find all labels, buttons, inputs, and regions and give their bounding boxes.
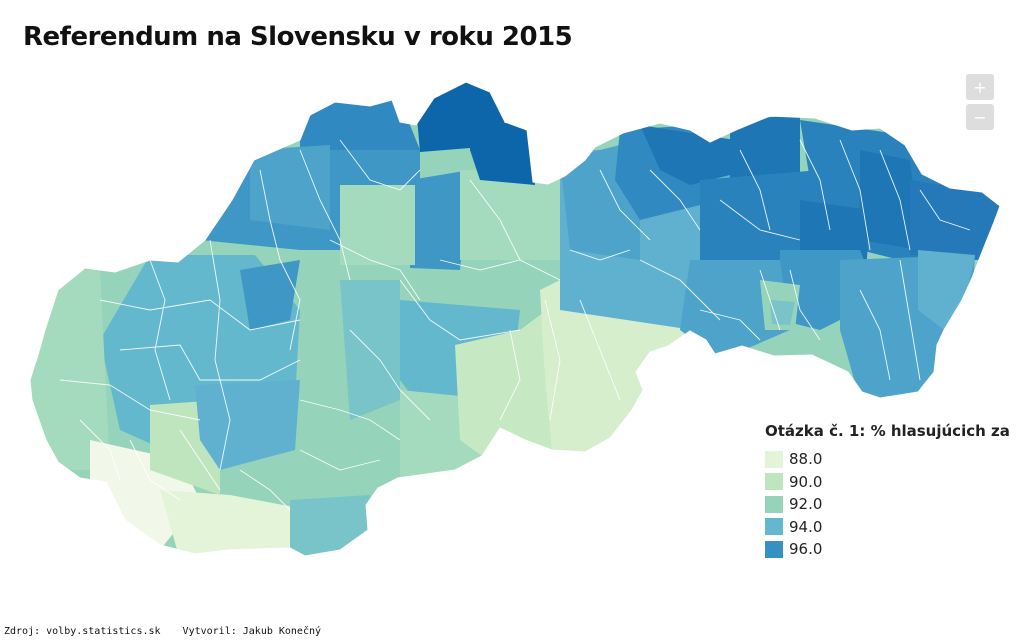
district-area[interactable] bbox=[410, 170, 470, 270]
legend-item: 88.0 bbox=[765, 448, 1010, 471]
legend-title: Otázka č. 1: % hlasujúcich za bbox=[765, 422, 1010, 440]
district-area[interactable] bbox=[250, 145, 330, 230]
legend-swatch bbox=[765, 473, 783, 491]
legend-item: 94.0 bbox=[765, 516, 1010, 539]
zoom-in-button[interactable]: + bbox=[966, 74, 994, 100]
map-legend: Otázka č. 1: % hlasujúcich za 88.0 90.0 … bbox=[765, 422, 1010, 561]
district-area[interactable] bbox=[160, 490, 320, 560]
district-area[interactable] bbox=[300, 100, 420, 150]
author-credit: Vytvoril: Jakub Konečný bbox=[182, 626, 322, 637]
legend-item: 92.0 bbox=[765, 493, 1010, 516]
district-area[interactable] bbox=[240, 260, 300, 330]
legend-swatch bbox=[765, 495, 783, 513]
district-area[interactable] bbox=[470, 120, 535, 185]
legend-swatch bbox=[765, 540, 783, 558]
footer: Zdroj: volby.statistics.sk Vytvoril: Jaku… bbox=[4, 626, 343, 637]
district-area[interactable] bbox=[460, 170, 570, 260]
legend-item: 90.0 bbox=[765, 471, 1010, 494]
district-area[interactable] bbox=[918, 250, 975, 330]
district-area[interactable] bbox=[290, 495, 370, 556]
legend-item: 96.0 bbox=[765, 538, 1010, 561]
legend-label: 96.0 bbox=[789, 540, 823, 559]
district-area[interactable] bbox=[340, 185, 415, 265]
legend-label: 88.0 bbox=[789, 450, 823, 469]
district-area[interactable] bbox=[195, 380, 300, 470]
district-area[interactable] bbox=[700, 170, 820, 270]
legend-label: 94.0 bbox=[789, 517, 823, 536]
source-credit: Zdroj: volby.statistics.sk bbox=[4, 626, 161, 637]
legend-swatch bbox=[765, 518, 783, 536]
legend-swatch bbox=[765, 450, 783, 468]
district-boundaries bbox=[59, 139, 971, 511]
legend-label: 92.0 bbox=[789, 495, 823, 514]
page-title: Referendum na Slovensku v roku 2015 bbox=[23, 22, 573, 52]
district-area[interactable] bbox=[910, 180, 1005, 260]
legend-label: 90.0 bbox=[789, 472, 823, 491]
zoom-out-button[interactable]: − bbox=[966, 104, 994, 130]
country-outline bbox=[29, 81, 1001, 557]
